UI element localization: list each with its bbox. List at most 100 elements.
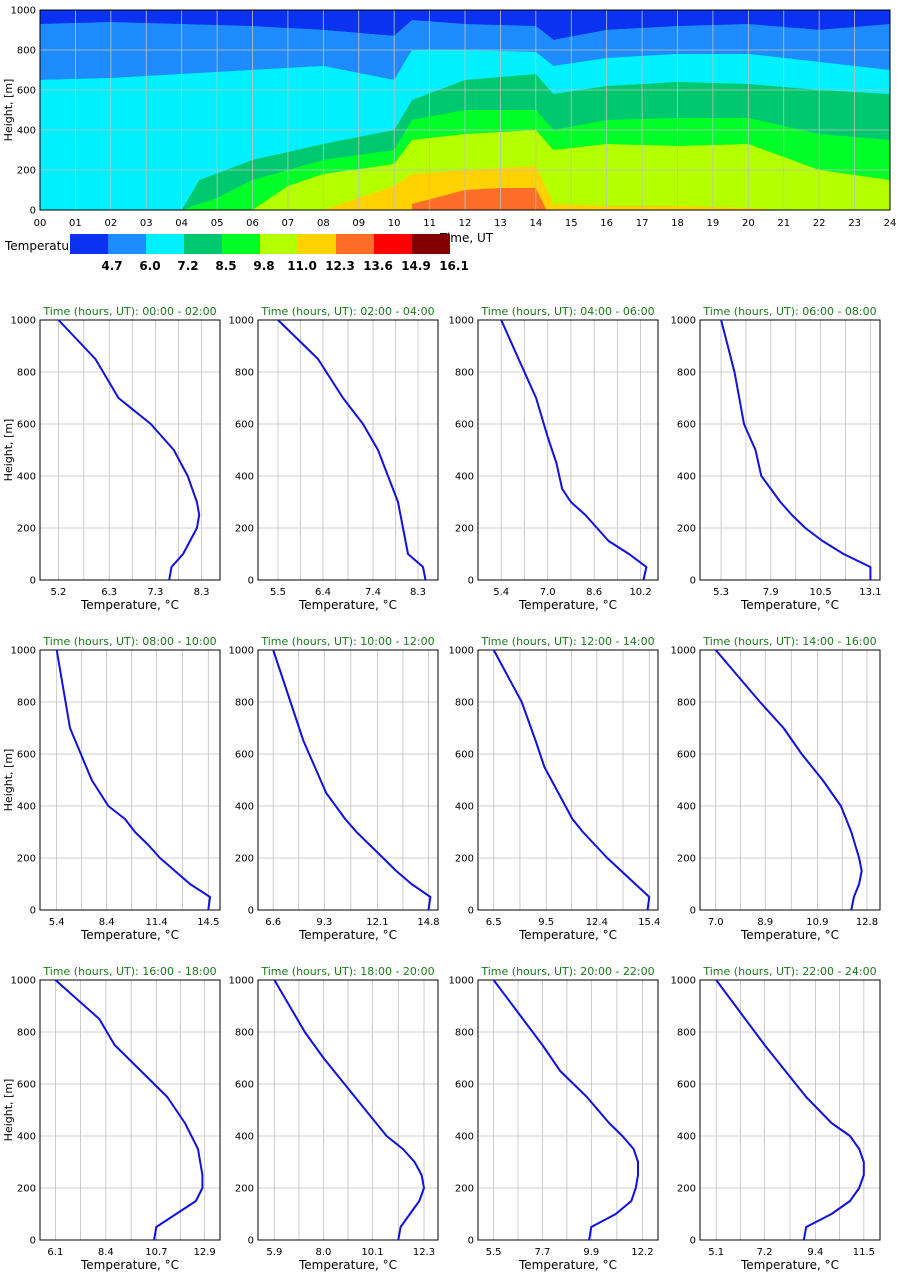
profile-xtick-label: 7.2 — [757, 1247, 773, 1258]
profile-ytick-label: 800 — [235, 698, 254, 709]
legend-swatch — [108, 234, 146, 254]
heatmap-xtick-label: 09 — [352, 218, 365, 229]
heatmap-ytick-label: 0 — [30, 206, 36, 217]
profile-xlabel: Temperature, °C — [298, 1258, 397, 1272]
heatmap-ytick-label: 800 — [17, 46, 36, 57]
profile-xtick-label: 7.0 — [540, 587, 556, 598]
profile-ytick-label: 200 — [677, 1184, 696, 1195]
heatmap-x-ticks: 00 01 02 03 04 05 06 07 08 09 10 11 12 13 14 15 16 17 18 19… — [34, 218, 897, 229]
heatmap-xtick-label: 14 — [529, 218, 542, 229]
profile-ytick-label: 1000 — [11, 316, 36, 327]
legend-level-label: 14.9 — [401, 259, 431, 273]
profile-ytick-label: 800 — [235, 1028, 254, 1039]
heatmap-xtick-label: 08 — [317, 218, 330, 229]
profile-title: Time (hours, UT): 04:00 - 06:00 — [480, 305, 654, 318]
heatmap-xtick-label: 22 — [813, 218, 826, 229]
profile-ytick-label: 600 — [235, 1080, 254, 1091]
profile-xtick-label: 13.1 — [859, 587, 881, 598]
profile-ytick-label: 1000 — [229, 646, 254, 657]
profile-xtick-label: 6.3 — [101, 587, 117, 598]
heatmap-frame — [39, 9, 891, 211]
profile-xtick-label: 9.9 — [583, 1247, 599, 1258]
profile-xtick-label: 10.7 — [145, 1247, 167, 1258]
profile-ytick-label: 400 — [677, 1132, 696, 1143]
profile-ytick-label: 0 — [468, 576, 474, 587]
profile-xtick-label: 5.1 — [708, 1247, 724, 1258]
profile-ytick-label: 200 — [455, 854, 474, 865]
profile-ytick-label: 1000 — [449, 646, 474, 657]
heatmap-xtick-label: 11 — [423, 218, 436, 229]
legend-boxes — [70, 234, 450, 254]
profile-ytick-label: 600 — [17, 750, 36, 761]
profile-xtick-label: 12.4 — [586, 917, 608, 928]
profile-ytick-label: 200 — [235, 1184, 254, 1195]
profile-xtick-label: 7.0 — [708, 917, 724, 928]
profile-xlabel: Temperature, °C — [740, 928, 839, 942]
profile-xtick-label: 8.9 — [757, 917, 773, 928]
profile-ytick-label: 1000 — [449, 976, 474, 987]
heatmap-ytick-label: 600 — [17, 86, 36, 97]
profile-xtick-label: 5.4 — [493, 587, 509, 598]
profile-ytick-label: 0 — [248, 1236, 254, 1247]
heatmap-xtick-label: 15 — [565, 218, 578, 229]
profile-panel: Time (hours, UT): 18:00 - 20:00 0 200 400 60… — [229, 965, 439, 1272]
profile-frame — [39, 319, 221, 581]
profile-ytick-label: 1000 — [229, 976, 254, 987]
profile-panel: Time (hours, UT): 22:00 - 24:00 0 200 400 60… — [671, 965, 881, 1272]
profile-ytick-label: 800 — [677, 1028, 696, 1039]
heatmap-chart: 0 200 400 600 800 1000 00 01 02 03 04 05 06 07 08 09 10… — [2, 6, 896, 246]
profile-ytick-label: 200 — [677, 524, 696, 535]
profile-xtick-label: 8.3 — [194, 587, 210, 598]
profile-line — [715, 979, 865, 1241]
profile-xtick-label: 5.5 — [486, 1247, 502, 1258]
heatmap-xtick-label: 20 — [742, 218, 755, 229]
profile-ytick-label: 800 — [455, 1028, 474, 1039]
profile-panel: Time (hours, UT): 10:00 - 12:00 0 200 400 60… — [229, 635, 440, 942]
profile-ylabel: Height, [m] — [2, 749, 15, 812]
profile-ytick-label: 0 — [690, 576, 696, 587]
profile-xtick-label: 5.3 — [713, 587, 729, 598]
profile-ytick-label: 1000 — [11, 976, 36, 987]
profile-line — [272, 649, 432, 911]
heatmap-xtick-label: 24 — [884, 218, 897, 229]
profile-ytick-label: 1000 — [449, 316, 474, 327]
profile-frame — [699, 979, 881, 1241]
profile-xtick-label: 5.4 — [49, 917, 65, 928]
profile-title: Time (hours, UT): 06:00 - 08:00 — [702, 305, 876, 318]
profile-line — [277, 319, 427, 581]
legend-swatch — [260, 234, 298, 254]
profile-xtick-label: 9.4 — [807, 1247, 823, 1258]
profile-xtick-label: 8.3 — [410, 587, 426, 598]
profile-line — [273, 979, 425, 1241]
profile-ytick-label: 600 — [235, 420, 254, 431]
heatmap-xtick-label: 10 — [388, 218, 401, 229]
heatmap-xtick-label: 18 — [671, 218, 684, 229]
profile-xtick-label: 8.6 — [586, 587, 602, 598]
profile-xtick-label: 8.0 — [316, 1247, 332, 1258]
profile-ytick-label: 800 — [235, 368, 254, 379]
profile-xtick-label: 12.2 — [631, 1247, 653, 1258]
profile-xtick-label: 12.9 — [194, 1247, 216, 1258]
profile-ytick-label: 0 — [248, 576, 254, 587]
profile-xtick-label: 8.4 — [99, 917, 115, 928]
profile-ytick-label: 800 — [677, 698, 696, 709]
profile-ytick-label: 200 — [17, 1184, 36, 1195]
profile-frame — [477, 649, 659, 911]
profile-xlabel: Temperature, °C — [298, 598, 397, 612]
heatmap-xtick-label: 03 — [140, 218, 153, 229]
profile-frame — [699, 319, 881, 581]
heatmap-xtick-label: 23 — [848, 218, 861, 229]
profile-xtick-label: 9.3 — [316, 917, 332, 928]
legend-level-label: 7.2 — [177, 259, 198, 273]
profile-ytick-label: 400 — [17, 1132, 36, 1143]
profile-ytick-label: 0 — [468, 906, 474, 917]
profile-ylabel: Height, [m] — [2, 419, 15, 482]
profile-title: Time (hours, UT): 14:00 - 16:00 — [702, 635, 876, 648]
profile-xlabel: Temperature, °C — [518, 928, 617, 942]
legend-swatch — [184, 234, 222, 254]
profile-xtick-label: 7.4 — [365, 587, 381, 598]
profile-title: Time (hours, UT): 10:00 - 12:00 — [260, 635, 434, 648]
profile-ytick-label: 0 — [690, 1236, 696, 1247]
heatmap-xtick-label: 17 — [636, 218, 649, 229]
